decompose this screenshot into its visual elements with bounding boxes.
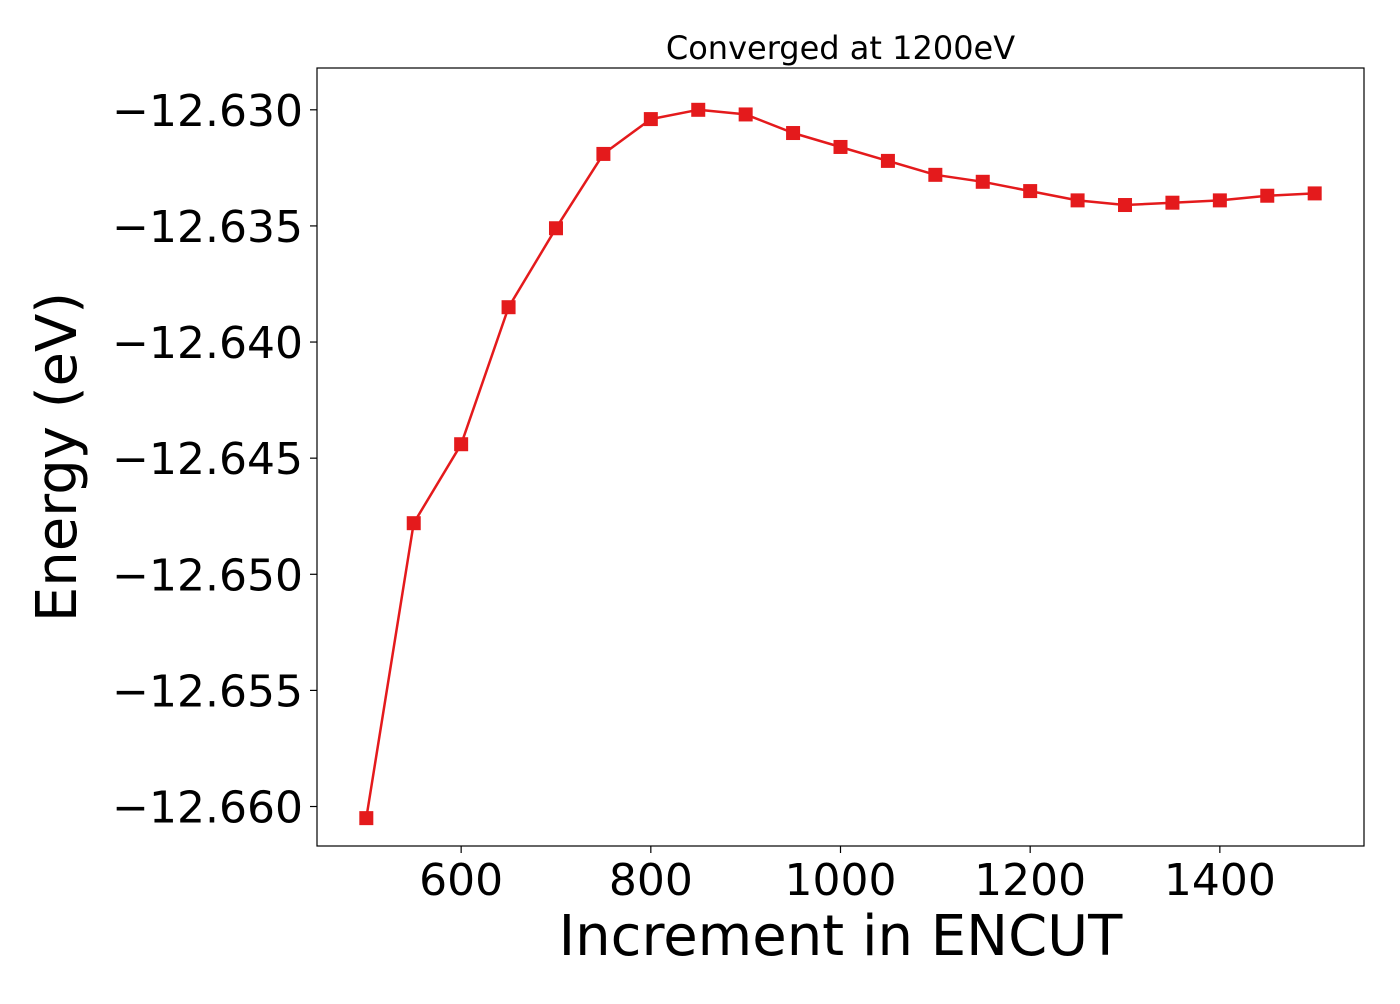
y-tick-label: −12.635: [112, 202, 303, 253]
y-tick-label: −12.630: [112, 86, 303, 137]
data-point-marker: [1023, 184, 1038, 199]
data-point-marker: [454, 437, 469, 452]
y-axis-title: Energy (eV): [25, 292, 90, 622]
data-point-marker: [1307, 186, 1322, 201]
x-tick-label: 1200: [974, 855, 1086, 906]
data-point-marker: [975, 174, 990, 189]
y-tick-label: −12.640: [112, 318, 303, 369]
chart-title: Converged at 1200eV: [666, 29, 1015, 67]
x-axis-title: Increment in ENCUT: [559, 904, 1124, 969]
data-point-marker: [928, 167, 943, 182]
x-tick-label: 1400: [1164, 855, 1276, 906]
y-tick-label: −12.660: [112, 783, 303, 834]
data-point-marker: [406, 516, 421, 531]
plot-frame: [316, 67, 1365, 847]
data-point-marker: [548, 221, 563, 236]
data-point-marker: [501, 300, 516, 315]
x-tick-label: 1000: [785, 855, 897, 906]
data-point-marker: [880, 153, 895, 168]
data-point-marker: [596, 146, 611, 161]
data-point-marker: [1070, 193, 1085, 208]
axis-ticks: 600 800 1000 1200 1400 −12.630 −12.635 −12.640 −…: [112, 86, 1276, 906]
data-point-marker: [1260, 188, 1275, 203]
x-tick-label: 800: [609, 855, 693, 906]
data-point-marker: [1165, 195, 1180, 210]
data-point-marker: [691, 102, 706, 117]
x-tick-label: 600: [419, 855, 503, 906]
data-point-marker: [833, 139, 848, 154]
data-point-marker: [1212, 193, 1227, 208]
data-point-marker: [786, 126, 801, 141]
plot-series: [359, 102, 1322, 826]
y-tick-label: −12.650: [112, 550, 303, 601]
data-point-marker: [359, 811, 374, 826]
data-point-marker: [643, 112, 658, 127]
data-point-marker: [1118, 198, 1133, 213]
series-line: [365, 108, 1315, 819]
y-tick-label: −12.655: [112, 666, 303, 717]
y-tick-label: −12.645: [112, 434, 303, 485]
data-point-marker: [738, 107, 753, 122]
